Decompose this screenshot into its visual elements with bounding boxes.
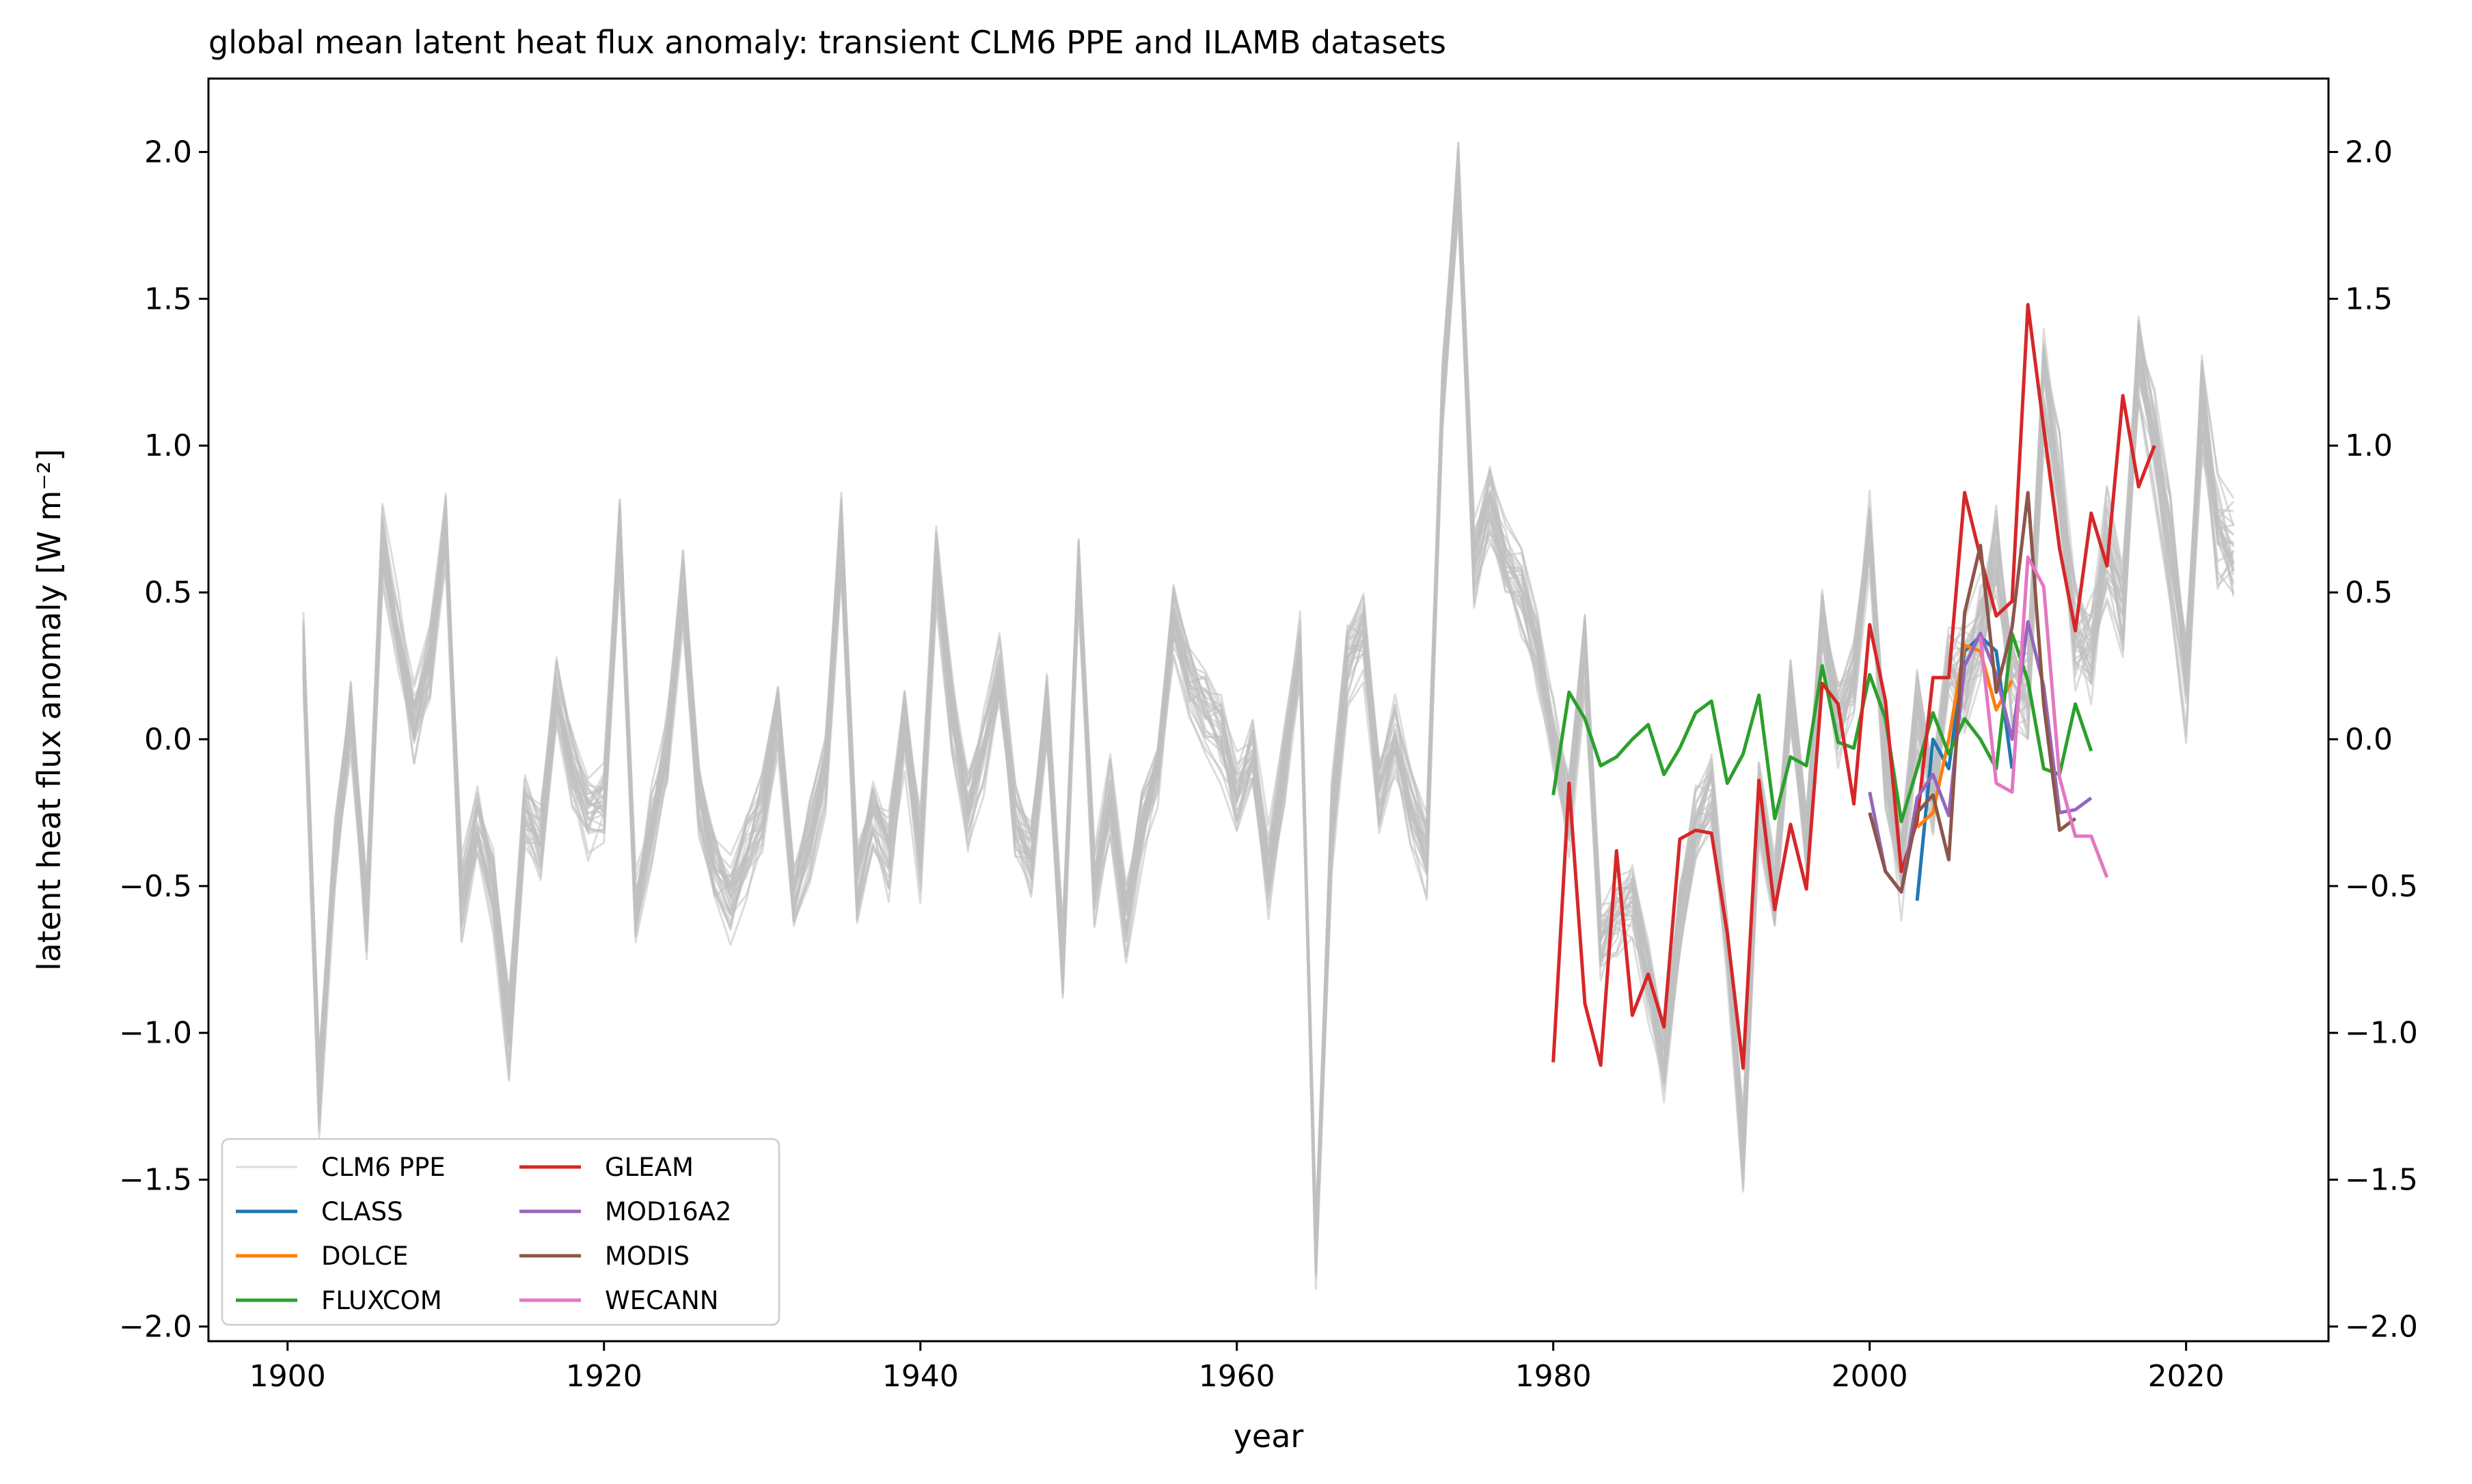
chart-title: global mean latent heat flux anomaly: tr… xyxy=(208,24,1446,61)
ensemble-lines xyxy=(302,141,2235,1290)
y-tick-label-left: 2.0 xyxy=(144,135,192,169)
y-axis-right-ticks: −2.0 −1.5 −1.0 −0.5 0.0 0.5 1.0 1.5 2.0 xyxy=(2328,135,2418,1345)
x-tick-label: 1900 xyxy=(249,1359,326,1394)
y-tick-label-left: 1.0 xyxy=(144,428,192,463)
x-tick-label: 1940 xyxy=(882,1359,959,1394)
plot-frame xyxy=(207,77,2330,1343)
x-axis-title: year xyxy=(1234,1418,1304,1455)
x-axis-ticks: 1900 1920 1940 1960 1980 2000 2020 xyxy=(249,1341,2225,1394)
y-tick-label-left: −1.5 xyxy=(119,1163,192,1198)
y-tick-label-right: 2.0 xyxy=(2345,135,2393,169)
series-line-modis xyxy=(1868,491,2077,894)
y-tick-label-right: 0.0 xyxy=(2345,722,2393,757)
y-tick-label-left: 0.0 xyxy=(144,722,192,757)
legend-label: CLASS xyxy=(321,1197,403,1226)
y-tick-label-left: 0.5 xyxy=(144,575,192,610)
y-tick-label-right: −0.5 xyxy=(2345,869,2418,904)
legend: CLM6 PPE CLASS DOLCE FLUXCOM GLEAM MOD16A2 MOD… xyxy=(221,1138,780,1326)
series-line-wecann xyxy=(1979,555,2109,878)
y-tick-label-left: −2.0 xyxy=(119,1310,192,1345)
x-tick-label: 1960 xyxy=(1199,1359,1275,1394)
x-tick-label: 2020 xyxy=(2148,1359,2225,1394)
y-axis-left-ticks: −2.0 −1.5 −1.0 −0.5 0.0 0.5 1.0 1.5 2.0 xyxy=(119,135,208,1345)
y-tick-label-right: 0.5 xyxy=(2345,575,2393,610)
y-axis-title: latent heat flux anomaly [W m⁻²] xyxy=(31,449,68,971)
y-tick-label-left: 1.5 xyxy=(144,281,192,316)
legend-label: CLM6 PPE xyxy=(321,1153,446,1182)
legend-label: MODIS xyxy=(605,1241,690,1271)
legend-box xyxy=(221,1138,780,1326)
y-tick-label-left: −1.0 xyxy=(119,1016,192,1051)
series-line-fluxcom xyxy=(1551,631,2093,823)
legend-label: DOLCE xyxy=(321,1241,408,1271)
ensemble-member-line xyxy=(302,164,2235,1270)
x-tick-label: 1920 xyxy=(566,1359,642,1394)
y-tick-label-right: −2.0 xyxy=(2345,1310,2418,1345)
y-tick-label-right: 1.5 xyxy=(2345,281,2393,316)
legend-label: GLEAM xyxy=(605,1153,694,1182)
legend-label: WECANN xyxy=(605,1286,718,1315)
y-tick-label-right: −1.5 xyxy=(2345,1163,2418,1198)
x-tick-label: 2000 xyxy=(1832,1359,1908,1394)
legend-label: MOD16A2 xyxy=(605,1197,731,1226)
y-tick-label-right: −1.0 xyxy=(2345,1016,2418,1051)
x-tick-label: 1980 xyxy=(1515,1359,1592,1394)
legend-label: FLUXCOM xyxy=(321,1286,442,1315)
series-line-dolce xyxy=(1916,644,2014,829)
y-tick-label-right: 1.0 xyxy=(2345,428,2393,463)
y-tick-label-left: −0.5 xyxy=(119,869,192,904)
dataset-lines xyxy=(1551,303,2156,1070)
series-line-gleam xyxy=(1551,303,2156,1070)
